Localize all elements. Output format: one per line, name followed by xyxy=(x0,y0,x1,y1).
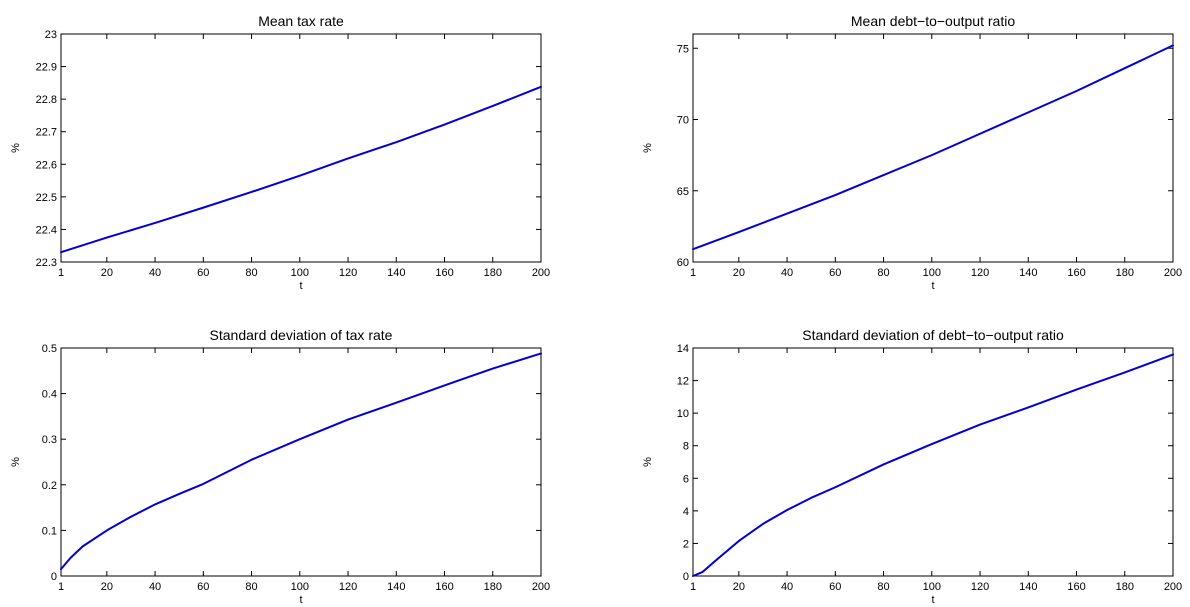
sd-tax-rate-y-tick-label: 0.4 xyxy=(42,389,57,401)
sd-debt-ratio-x-tick-label: 200 xyxy=(1164,581,1182,593)
sd-tax-rate-x-tick-label: 200 xyxy=(532,581,550,593)
mean-tax-rate-y-tick-label: 22.6 xyxy=(36,159,57,171)
mean-tax-rate-x-tick-label: 160 xyxy=(435,267,453,279)
sd-debt-ratio-x-tick-label: 100 xyxy=(923,581,941,593)
sd-debt-ratio-series-line xyxy=(692,353,1174,577)
sd-debt-ratio-x-tick-label: 40 xyxy=(781,581,793,593)
mean-debt-ratio-y-tick-label: 70 xyxy=(677,115,689,127)
sd-tax-rate-y-axis-label: % xyxy=(10,457,22,467)
mean-debt-ratio-y-tick-label: 65 xyxy=(677,186,689,198)
mean-tax-rate-x-tick-label: 200 xyxy=(532,267,550,279)
sd-tax-rate-y-tick-label: 0.2 xyxy=(42,480,57,492)
mean-debt-ratio-x-tick-label: 180 xyxy=(1116,267,1134,279)
sd-tax-rate-y-tick-label: 0.5 xyxy=(42,343,57,355)
sd-debt-ratio-x-tick-label: 160 xyxy=(1067,581,1085,593)
sd-tax-rate-y-tick-label: 0 xyxy=(51,571,57,583)
mean-debt-ratio-x-tick-label: 20 xyxy=(733,267,745,279)
sd-tax-rate-x-tick-label: 20 xyxy=(101,581,113,593)
sd-debt-ratio-y-tick-label: 6 xyxy=(683,473,689,485)
mean-debt-ratio-y-axis-label: % xyxy=(642,143,654,153)
sd-debt-ratio-x-tick-label: 120 xyxy=(971,581,989,593)
sd-debt-ratio-panel: Standard deviation of debt−to−output rat… xyxy=(642,327,1182,606)
mean-tax-rate-x-tick-label: 20 xyxy=(101,267,113,279)
mean-tax-rate-x-axis-label: t xyxy=(299,280,302,292)
sd-tax-rate-plot-frame xyxy=(60,347,542,577)
sd-tax-rate-x-tick-label: 80 xyxy=(245,581,257,593)
mean-tax-rate-y-axis-label: % xyxy=(10,143,22,153)
mean-tax-rate-x-tick-label: 80 xyxy=(245,267,257,279)
mean-tax-rate-title: Mean tax rate xyxy=(258,13,344,29)
sd-debt-ratio-x-tick-label: 20 xyxy=(733,581,745,593)
sd-tax-rate-x-tick-label: 100 xyxy=(291,581,309,593)
mean-tax-rate-y-tick-label: 22.9 xyxy=(36,62,57,74)
sd-debt-ratio-y-tick-label: 0 xyxy=(683,571,689,583)
sd-tax-rate-x-tick-label: 40 xyxy=(149,581,161,593)
mean-debt-ratio-x-tick-label: 1 xyxy=(690,267,696,279)
sd-debt-ratio-y-tick-label: 2 xyxy=(683,538,689,550)
mean-tax-rate-x-tick-label: 60 xyxy=(197,267,209,279)
mean-debt-ratio-x-tick-label: 200 xyxy=(1164,267,1182,279)
sd-debt-ratio-x-tick-label: 140 xyxy=(1019,581,1037,593)
mean-tax-rate-y-tick-label: 22.8 xyxy=(36,94,57,106)
sd-tax-rate-series-line xyxy=(60,352,542,571)
sd-debt-ratio-y-tick-label: 8 xyxy=(683,441,689,453)
mean-tax-rate-y-tick-label: 23 xyxy=(45,29,57,41)
sd-tax-rate-x-tick-label: 120 xyxy=(339,581,357,593)
mean-tax-rate-y-tick-label: 22.7 xyxy=(36,127,57,139)
sd-tax-rate-x-tick-label: 1 xyxy=(58,581,64,593)
mean-tax-rate-x-tick-label: 180 xyxy=(484,267,502,279)
sd-debt-ratio-title: Standard deviation of debt−to−output rat… xyxy=(802,327,1064,343)
mean-debt-ratio-x-tick-label: 40 xyxy=(781,267,793,279)
mean-debt-ratio-x-tick-label: 80 xyxy=(877,267,889,279)
mean-tax-rate-x-tick-label: 1 xyxy=(58,267,64,279)
mean-debt-ratio-y-tick-label: 60 xyxy=(677,257,689,269)
sd-debt-ratio-y-tick-label: 12 xyxy=(677,376,689,388)
sd-tax-rate-x-tick-label: 160 xyxy=(435,581,453,593)
mean-tax-rate-x-tick-label: 120 xyxy=(339,267,357,279)
sd-debt-ratio-x-tick-label: 180 xyxy=(1116,581,1134,593)
sd-debt-ratio-y-tick-label: 10 xyxy=(677,408,689,420)
mean-tax-rate-x-tick-label: 140 xyxy=(387,267,405,279)
mean-debt-ratio-x-tick-label: 100 xyxy=(923,267,941,279)
mean-debt-ratio-title: Mean debt−to−output ratio xyxy=(851,13,1015,29)
mean-tax-rate-y-tick-label: 22.3 xyxy=(36,257,57,269)
mean-tax-rate-x-tick-label: 40 xyxy=(149,267,161,279)
sd-debt-ratio-plot-frame xyxy=(692,347,1174,577)
sd-tax-rate-x-axis-label: t xyxy=(299,594,302,606)
mean-debt-ratio-plot-frame xyxy=(692,33,1174,263)
mean-debt-ratio-x-tick-label: 120 xyxy=(971,267,989,279)
mean-debt-ratio-x-tick-label: 140 xyxy=(1019,267,1037,279)
mean-debt-ratio-series-line xyxy=(692,44,1174,251)
mean-debt-ratio-x-tick-label: 160 xyxy=(1067,267,1085,279)
mean-debt-ratio-x-axis-label: t xyxy=(931,280,934,292)
sd-tax-rate-x-tick-label: 140 xyxy=(387,581,405,593)
mean-tax-rate-y-tick-label: 22.4 xyxy=(36,224,57,236)
mean-debt-ratio-y-tick-label: 75 xyxy=(677,43,689,55)
sd-tax-rate-title: Standard deviation of tax rate xyxy=(210,327,393,343)
sd-debt-ratio-y-tick-label: 4 xyxy=(683,506,689,518)
sd-debt-ratio-x-tick-label: 80 xyxy=(877,581,889,593)
sd-tax-rate-y-tick-label: 0.1 xyxy=(42,525,57,537)
sd-debt-ratio-y-tick-label: 14 xyxy=(677,343,689,355)
mean-tax-rate-series-line xyxy=(60,85,542,254)
mean-debt-ratio-x-tick-label: 60 xyxy=(829,267,841,279)
sd-debt-ratio-y-axis-label: % xyxy=(642,457,654,467)
sd-debt-ratio-x-tick-label: 60 xyxy=(829,581,841,593)
sd-tax-rate-y-tick-label: 0.3 xyxy=(42,434,57,446)
mean-tax-rate-y-tick-label: 22.5 xyxy=(36,192,57,204)
sd-tax-rate-x-tick-label: 180 xyxy=(484,581,502,593)
sd-debt-ratio-x-tick-label: 1 xyxy=(690,581,696,593)
mean-tax-rate-x-tick-label: 100 xyxy=(291,267,309,279)
mean-tax-rate-plot-frame xyxy=(60,33,542,263)
sd-debt-ratio-x-axis-label: t xyxy=(931,594,934,606)
sd-tax-rate-x-tick-label: 60 xyxy=(197,581,209,593)
